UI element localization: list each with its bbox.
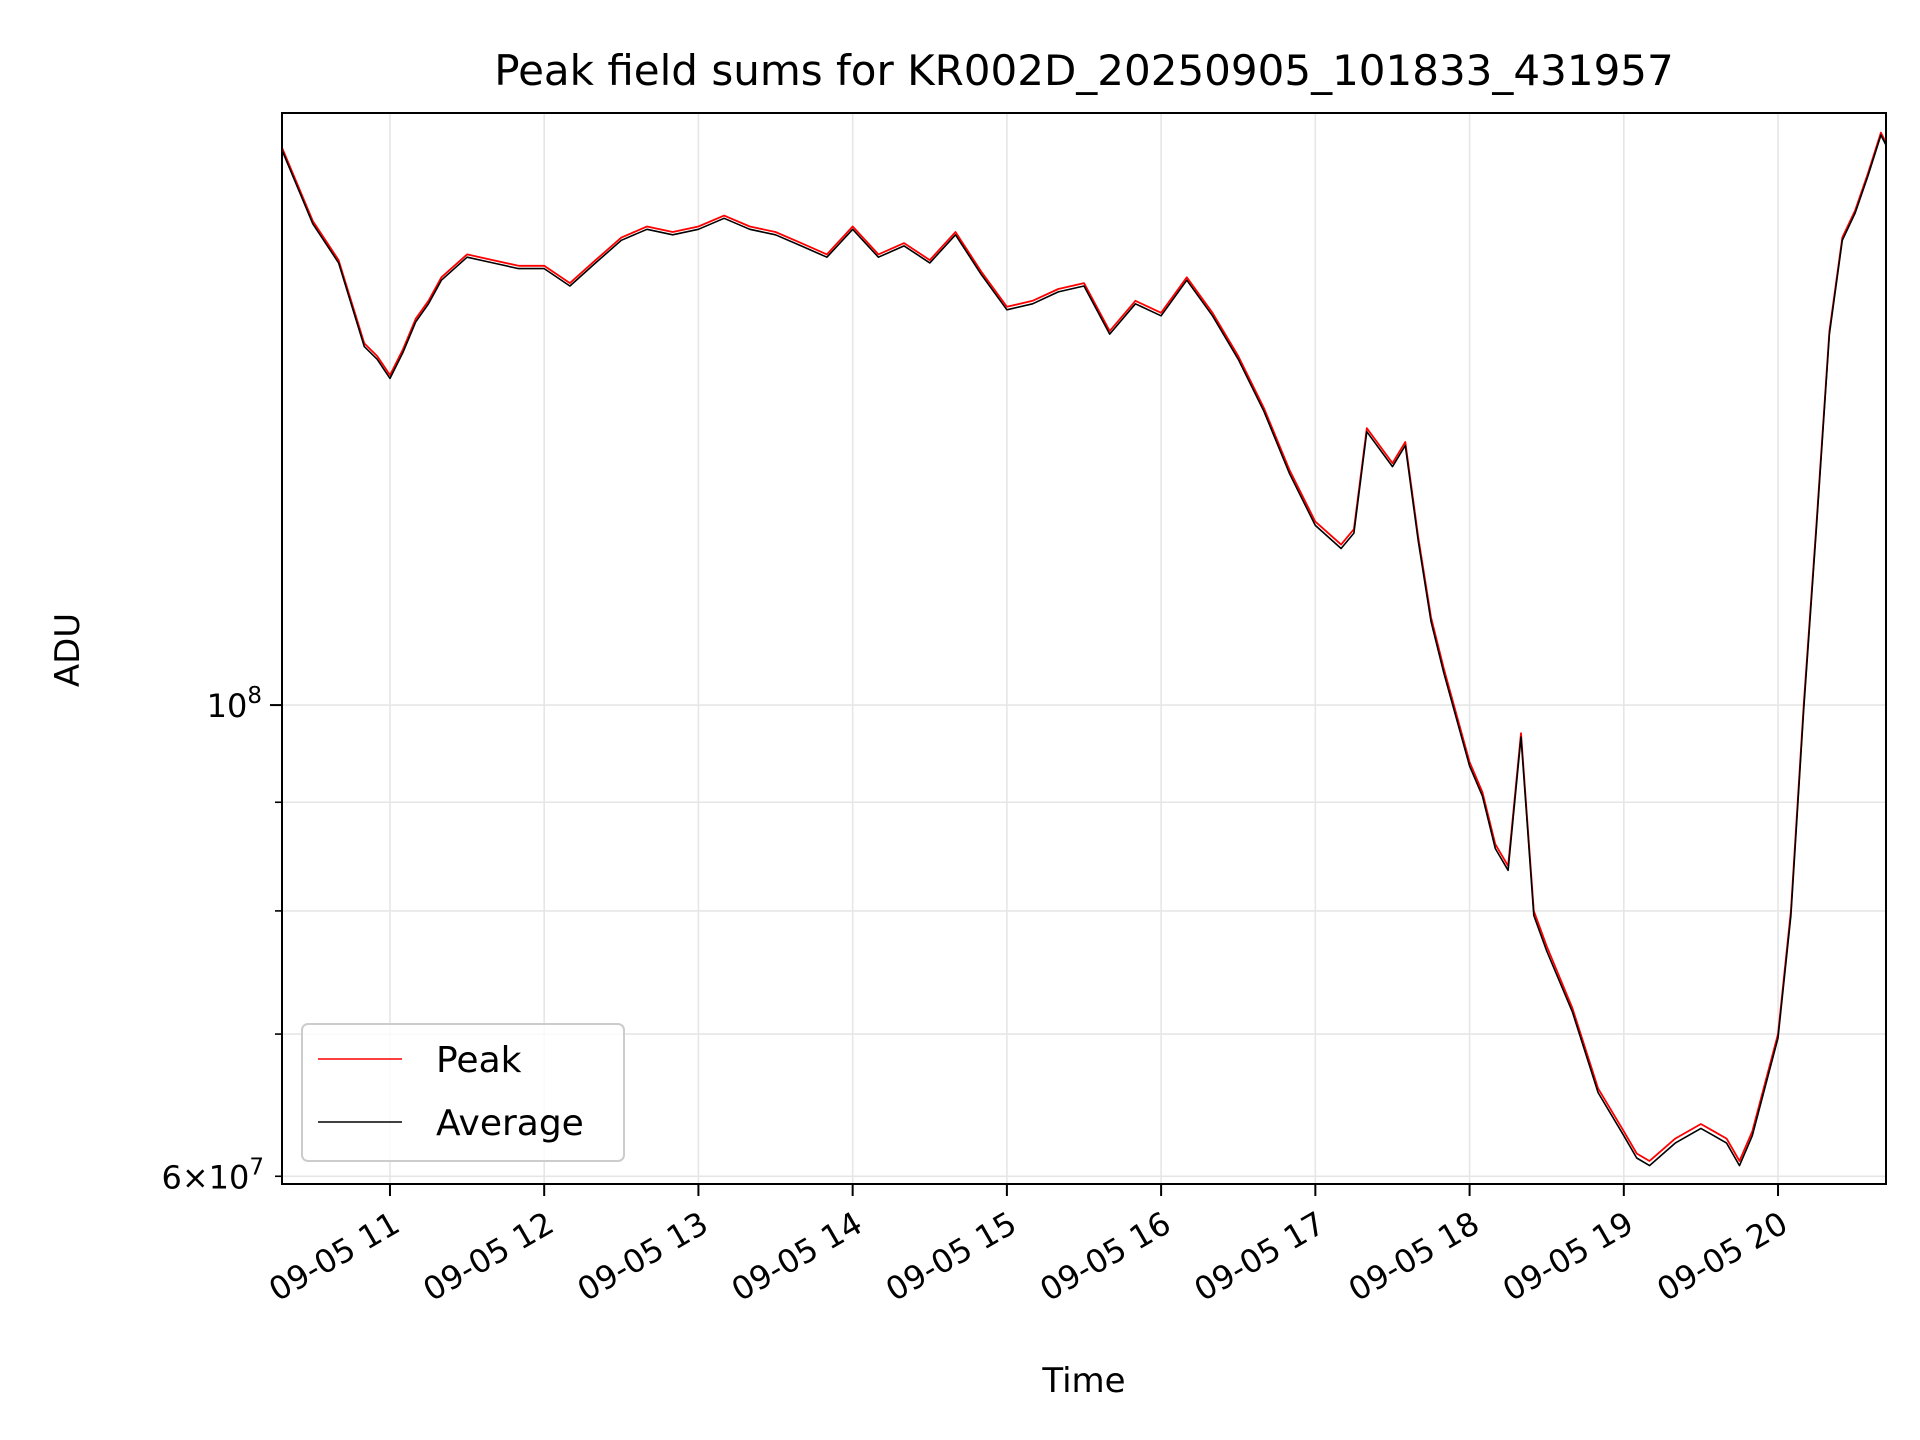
plot-frame	[281, 112, 1887, 1185]
y-tick-exponent: 8	[247, 683, 262, 709]
y-tick-exponent: 7	[249, 1154, 264, 1180]
series-layer	[281, 131, 1887, 1167]
y-tick-base: 10	[209, 1158, 250, 1196]
y-axis-label: ADU	[48, 613, 88, 687]
series-line-average	[281, 134, 1887, 1167]
y-tick-base: 10	[207, 687, 248, 725]
y-tick-label: 6×107	[161, 1154, 264, 1196]
y-tick-times: ×	[182, 1158, 209, 1196]
chart-title: Peak field sums for KR002D_20250905_1018…	[494, 46, 1673, 95]
grid	[282, 113, 1886, 1184]
series-line-peak	[281, 131, 1887, 1162]
legend-label-average: Average	[436, 1103, 584, 1144]
legend-label-peak: Peak	[436, 1040, 522, 1081]
legend: Peak Average	[301, 1023, 625, 1162]
y-tick-mantissa: 6	[161, 1158, 181, 1196]
y-tick-label: 108	[207, 683, 262, 725]
x-axis-label: Time	[1041, 1361, 1125, 1401]
